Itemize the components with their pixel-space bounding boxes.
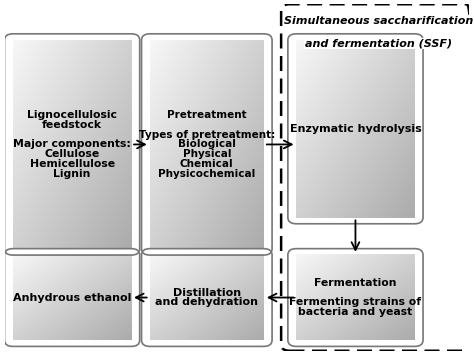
Text: Cellulose: Cellulose [45, 149, 100, 159]
Text: Chemical: Chemical [180, 159, 234, 169]
Text: Major components:: Major components: [13, 140, 131, 149]
Text: Lignocellulosic: Lignocellulosic [27, 110, 117, 120]
Text: feedstock: feedstock [42, 120, 102, 130]
Text: bacteria and yeast: bacteria and yeast [298, 307, 412, 317]
Text: Physicochemical: Physicochemical [158, 169, 255, 179]
Text: Pretreatment: Pretreatment [167, 110, 246, 120]
Text: Biological: Biological [178, 140, 236, 149]
Text: Distillation: Distillation [173, 288, 241, 297]
Text: Anhydrous ethanol: Anhydrous ethanol [13, 293, 131, 302]
Text: Simultaneous saccharification: Simultaneous saccharification [283, 16, 473, 26]
Text: and dehydration: and dehydration [155, 297, 258, 307]
Text: Types of pretreatment:: Types of pretreatment: [139, 130, 275, 140]
Text: Lignin: Lignin [54, 169, 91, 179]
Text: Fermentation: Fermentation [314, 278, 397, 288]
Text: Enzymatic hydrolysis: Enzymatic hydrolysis [290, 124, 421, 134]
Text: Physical: Physical [182, 149, 231, 159]
Text: and fermentation (SSF): and fermentation (SSF) [305, 38, 452, 48]
Text: Fermenting strains of: Fermenting strains of [290, 297, 421, 307]
Text: Hemicellulose: Hemicellulose [29, 159, 115, 169]
